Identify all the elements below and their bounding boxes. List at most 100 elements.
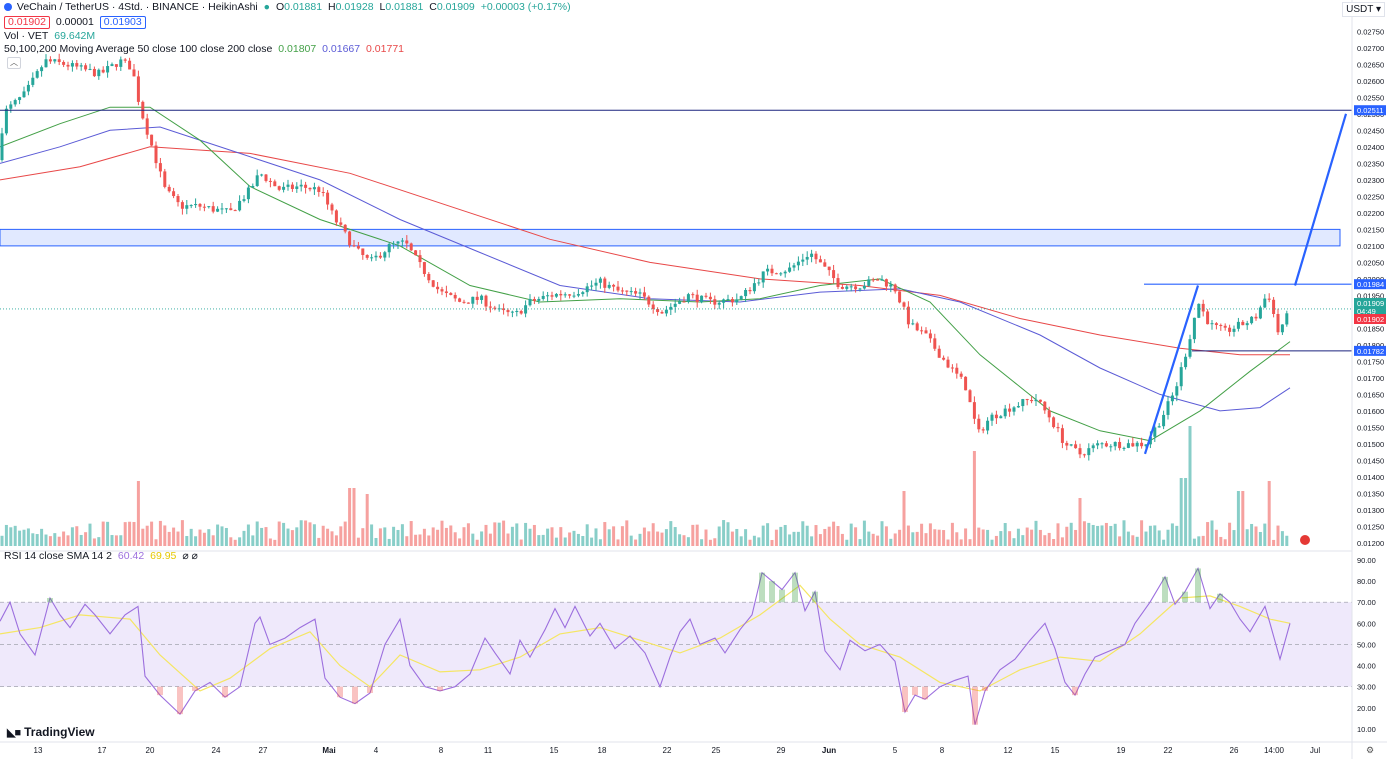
candle-body [1267,298,1271,300]
volume-bar [1232,530,1236,546]
change-value: +0.00003 (+0.17%) [480,1,571,13]
volume-legend[interactable]: Vol · VET 69.642M [4,30,98,43]
volume-bar [612,526,616,546]
volume-value: 69.642M [54,30,96,42]
candle-body [955,367,959,374]
candle-body [554,293,558,297]
rsi-sma-line [0,584,1291,692]
candle-body [224,208,228,210]
candle-body [308,187,312,190]
candle-body [576,294,580,296]
candle-body [1003,408,1007,417]
candle-body [686,294,690,302]
volume-bar [796,531,800,546]
candle-body [906,306,910,325]
collapse-legend-button[interactable]: ︿ [7,57,21,69]
candle-body [238,200,242,211]
price-tick-label: 0.02750 [1357,27,1384,36]
candle-body [695,294,699,303]
volume-bar [1008,531,1012,546]
price-tick-label: 0.01250 [1357,522,1384,531]
candle-body [304,184,308,188]
candle-body [788,267,792,272]
sell-price-button[interactable]: 0.01902 [4,16,50,29]
candle-body [326,192,330,205]
candle-body [255,175,259,186]
candle-body [915,323,919,331]
volume-bar [202,532,206,546]
candle-body [31,77,35,85]
resistance-zone[interactable] [0,228,1341,247]
volume-bar [590,537,594,546]
candle-body [1100,443,1104,445]
volume-bar [1210,520,1214,546]
volume-bar [31,533,35,546]
candle-body [537,298,541,301]
volume-bar [224,527,228,546]
time-tick-label: 29 [777,746,786,755]
volume-bar [1201,535,1205,546]
volume-bar [79,534,83,546]
candle-body [1254,316,1258,319]
candle-body [361,248,365,256]
volume-bar [607,529,611,546]
volume-bar [1052,539,1056,546]
candle-body [189,205,193,207]
candle-body [449,293,453,295]
volume-bar [801,521,805,546]
rsi-legend[interactable]: RSI 14 close SMA 14 2 60.42 69.95 ⌀ ⌀ [4,550,201,563]
volume-bar [26,528,30,546]
volume-bar [713,538,717,546]
volume-bar [594,528,598,546]
candle-body [136,76,140,102]
candle-body [519,311,523,314]
volume-bar [524,522,528,546]
tradingview-logo[interactable]: ◣■ TradingView [7,725,95,739]
time-tick-label: 14:00 [1264,746,1285,755]
buy-price-button[interactable]: 0.01903 [99,16,146,29]
rsi-tick-label: 40.00 [1357,662,1376,671]
volume-bar [436,529,440,546]
candle-body [757,282,761,284]
price-tick-label: 0.01550 [1357,423,1384,432]
candle-body [409,243,413,251]
volume-bar [550,527,554,546]
volume-bar [268,538,272,546]
candle-body [515,311,519,313]
volume-bar [141,528,145,546]
volume-bar [766,523,770,546]
candle-body [62,61,66,65]
candle-body [299,184,303,187]
volume-bar [827,526,831,546]
volume-bar [915,531,919,546]
symbol-title[interactable]: VeChain / TetherUS · 4Std. · BINANCE · H… [16,1,258,13]
candle-body [792,265,796,268]
volume-bar [858,539,862,546]
volume-bar [1047,532,1051,546]
candle-body [620,290,624,292]
candle-body [378,255,382,258]
rsi-tick-label: 80.00 [1357,577,1376,586]
candle-body [849,286,853,288]
volume-bar [871,533,875,546]
volume-bar [893,533,897,546]
volume-bar [620,526,624,546]
volume-bar [57,536,61,546]
volume-bar [216,524,220,546]
candle-body [673,303,677,307]
candle-body [0,133,4,161]
candle-body [532,298,536,301]
currency-selector[interactable]: USDT ▾ [1342,2,1385,17]
trend-drawings[interactable] [0,109,1352,455]
volume-bar [744,529,748,546]
ma-legend[interactable]: 50,100,200 Moving Average 50 close 100 c… [4,43,407,56]
rsi-tick-label: 20.00 [1357,704,1376,713]
candle-body [176,196,180,203]
volume-bar [9,527,13,546]
volume-bar [449,525,453,546]
candle-body [990,414,994,421]
candle-body [805,256,809,260]
candle-body [172,191,176,197]
